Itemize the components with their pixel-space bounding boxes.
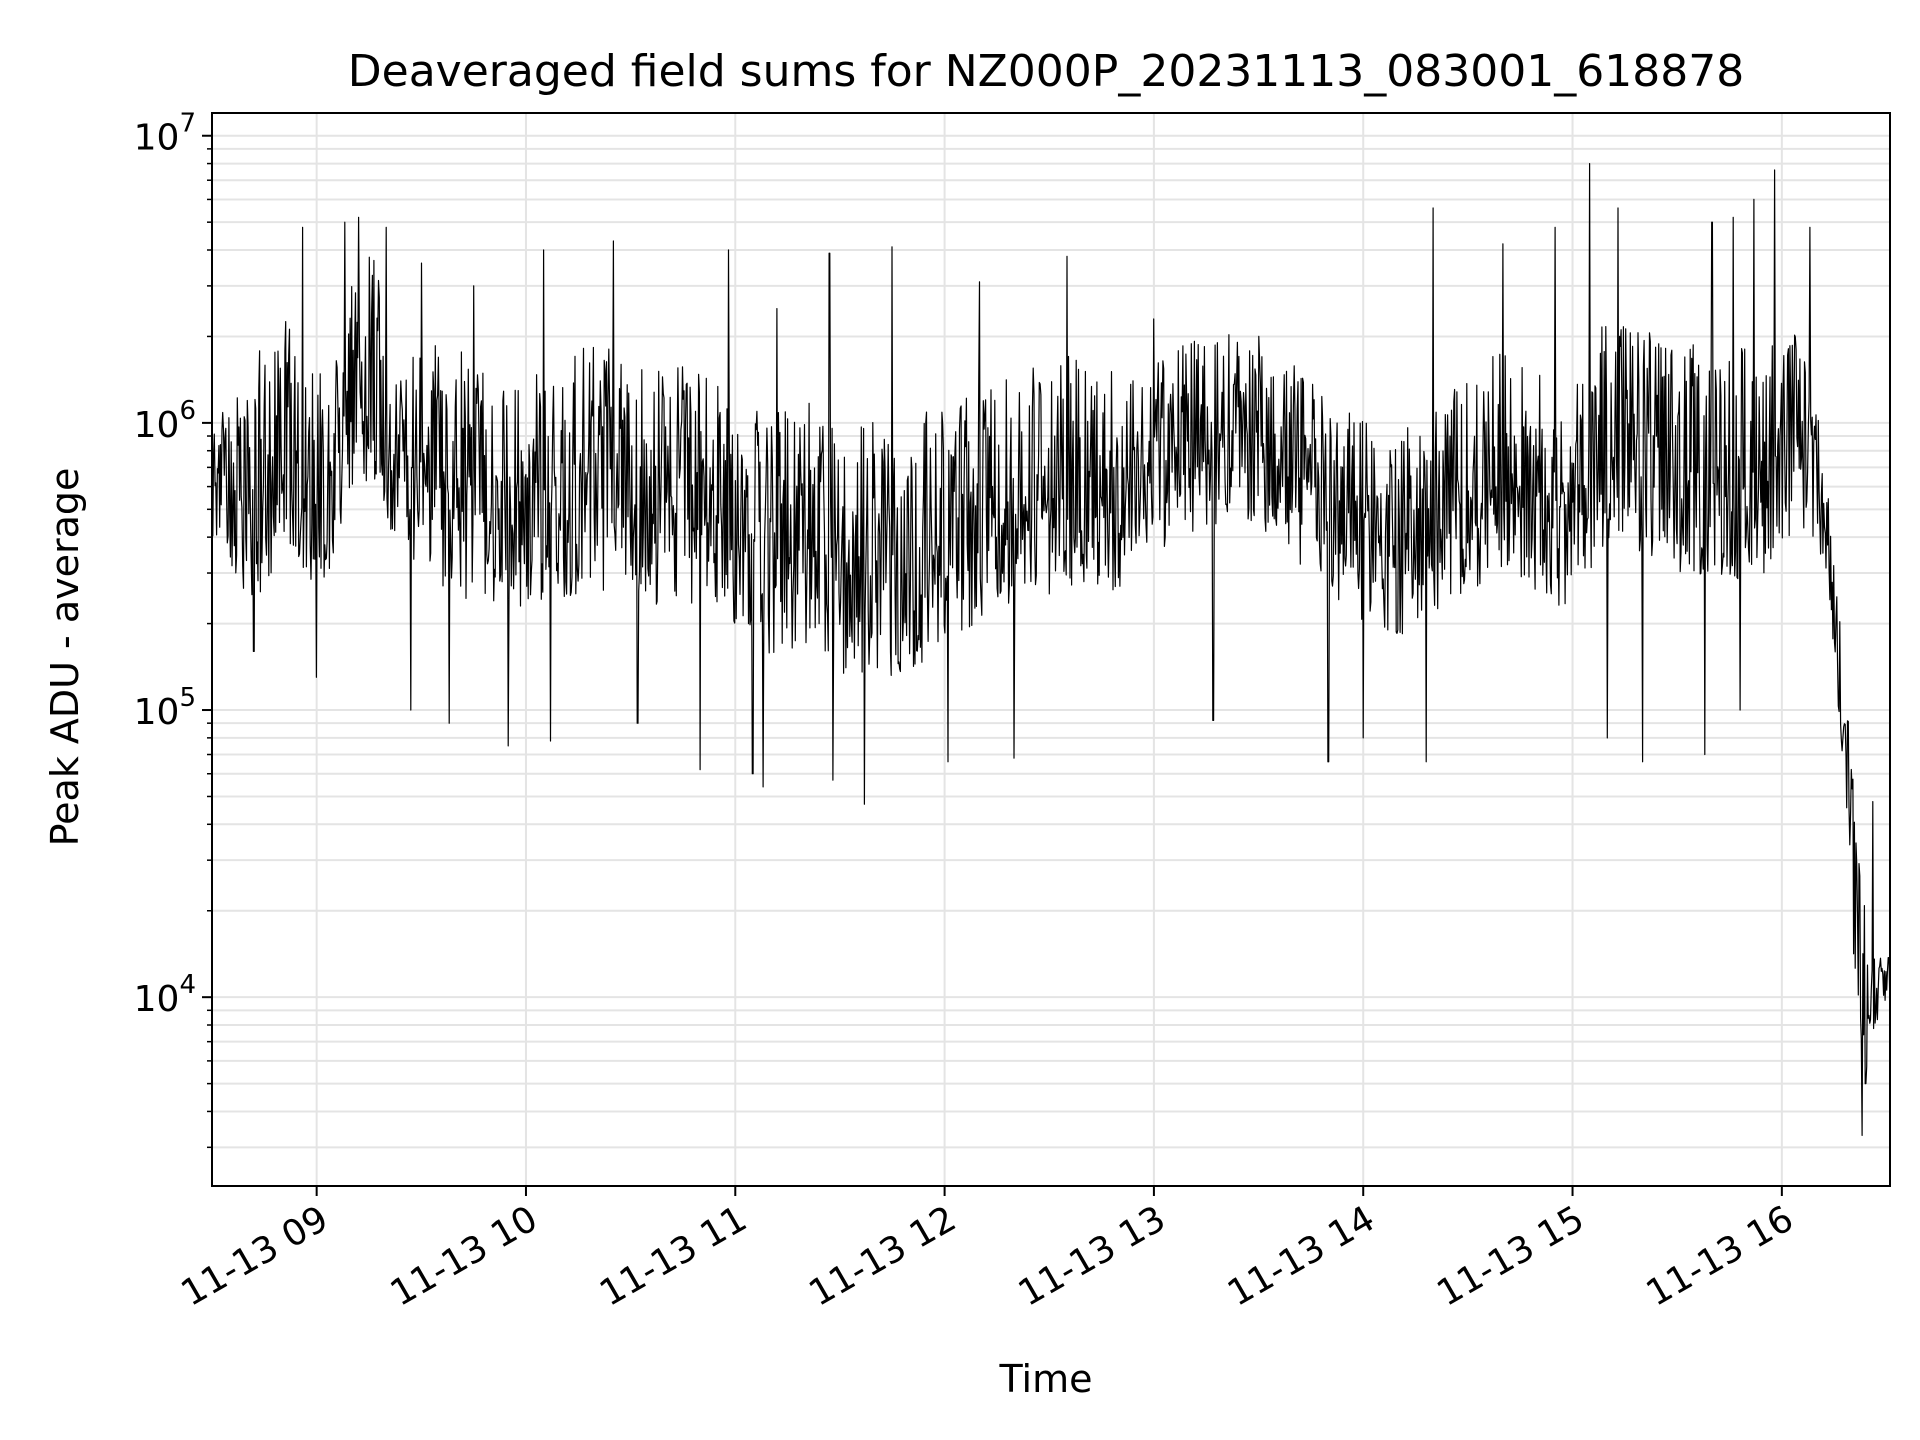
y-axis-label: Peak ADU - average	[43, 468, 87, 847]
y-tick-base: 10	[134, 405, 180, 446]
x-tick-label: 11-13 14	[1221, 1198, 1382, 1314]
y-tick-exponent: 6	[179, 396, 196, 426]
x-tick-label: 11-13 12	[802, 1198, 963, 1314]
y-tick-label: 104	[134, 970, 196, 1020]
x-tick-label: 11-13 16	[1640, 1198, 1801, 1314]
y-tick-base: 10	[134, 692, 180, 733]
y-tick-label: 106	[134, 396, 196, 446]
y-tick-base: 10	[134, 118, 180, 159]
x-axis-label: Time	[999, 1357, 1093, 1401]
y-tick-base: 10	[134, 979, 180, 1020]
x-tick-label: 11-13 10	[384, 1198, 545, 1314]
x-tick-label: 11-13 15	[1430, 1198, 1591, 1314]
plot-frame	[211, 112, 1891, 1187]
y-tick-exponent: 4	[179, 970, 196, 1000]
x-tick-label: 11-13 09	[174, 1198, 335, 1314]
y-tick-exponent: 7	[179, 109, 196, 139]
y-tick-label: 105	[134, 683, 196, 733]
series-line	[211, 163, 1891, 1137]
y-tick-exponent: 5	[179, 683, 196, 713]
y-tick-label: 107	[134, 109, 196, 159]
x-tick-label: 11-13 11	[593, 1198, 754, 1314]
x-tick-label: 11-13 13	[1012, 1198, 1173, 1314]
grid	[212, 113, 1890, 1186]
data-layer	[211, 163, 1891, 1137]
chart-title: Deaveraged field sums for NZ000P_2023111…	[348, 46, 1744, 97]
